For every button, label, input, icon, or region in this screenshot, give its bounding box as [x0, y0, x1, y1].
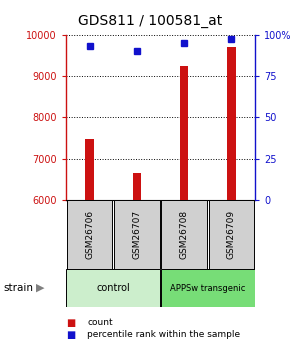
- Text: control: control: [96, 283, 130, 293]
- Bar: [133, 173, 141, 200]
- Text: GSM26708: GSM26708: [180, 210, 189, 259]
- Bar: [114, 200, 160, 269]
- Bar: [227, 47, 236, 200]
- Text: strain: strain: [3, 283, 33, 293]
- Text: ▶: ▶: [36, 283, 45, 293]
- Bar: [85, 139, 94, 200]
- Text: ■: ■: [66, 318, 75, 327]
- Bar: [161, 269, 254, 307]
- Bar: [161, 200, 207, 269]
- Bar: [67, 269, 160, 307]
- Text: GSM26706: GSM26706: [85, 210, 94, 259]
- Text: GSM26709: GSM26709: [227, 210, 236, 259]
- Text: GSM26707: GSM26707: [132, 210, 141, 259]
- Text: ■: ■: [66, 330, 75, 339]
- Bar: [209, 200, 254, 269]
- Bar: [67, 200, 112, 269]
- Text: APPSw transgenic: APPSw transgenic: [170, 284, 245, 293]
- Text: count: count: [87, 318, 112, 327]
- Text: GDS811 / 100581_at: GDS811 / 100581_at: [78, 14, 222, 28]
- Text: percentile rank within the sample: percentile rank within the sample: [87, 330, 240, 339]
- Bar: [180, 66, 188, 200]
